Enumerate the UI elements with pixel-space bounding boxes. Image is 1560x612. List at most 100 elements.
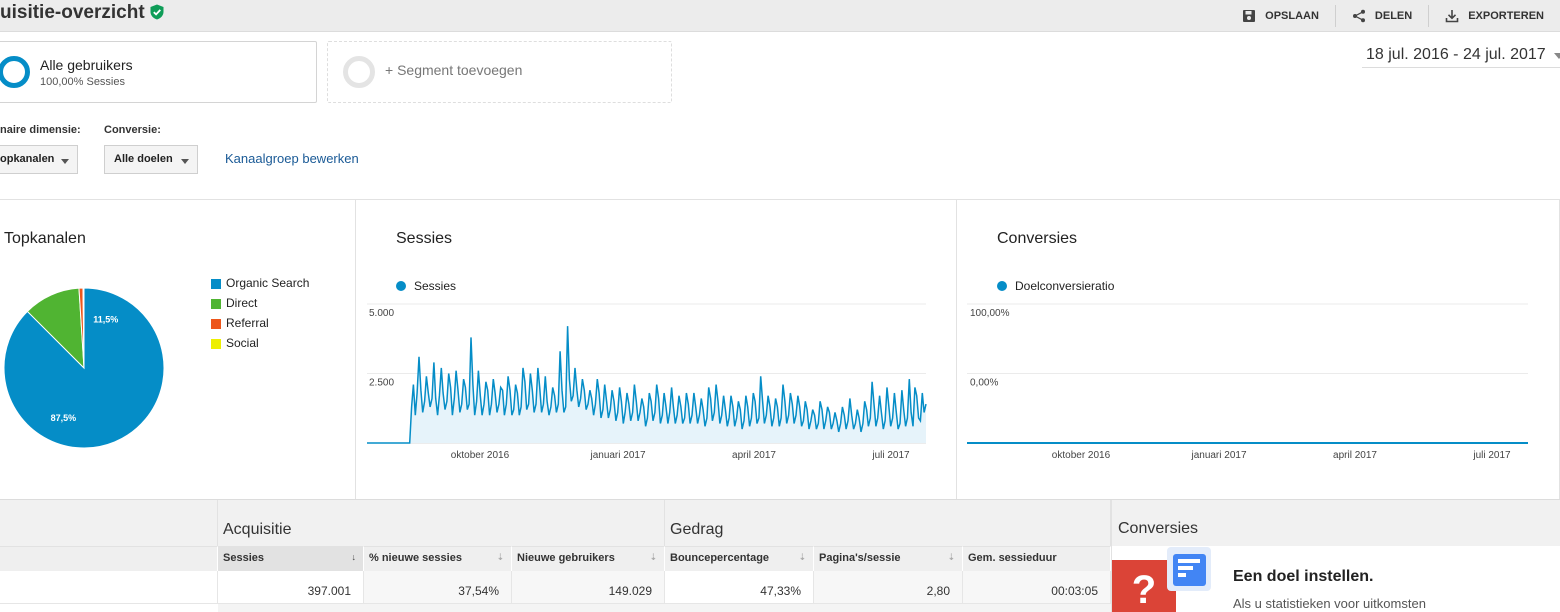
total-bounce-rate: 47,33%	[665, 571, 814, 604]
sort-icon: ⇣	[798, 552, 806, 562]
column-label: Sessies	[223, 552, 264, 564]
data-table: Acquisitie Gedrag Sessies ↓ % nieuwe sess…	[0, 499, 1560, 612]
sessions-legend: Sessies	[396, 279, 456, 293]
column-header-new-sessions[interactable]: % nieuwe sessies ⇣	[364, 546, 512, 571]
export-label: EXPORTEREN	[1468, 10, 1544, 22]
totals-label-cell	[0, 571, 218, 604]
conversion-select[interactable]: Alle doelen	[104, 145, 198, 174]
date-range-picker[interactable]: 18 jul. 2016 - 24 jul. 2017	[1362, 42, 1560, 68]
add-segment-button[interactable]: + Segment toevoegen	[327, 41, 672, 103]
legend-label: Organic Search	[226, 276, 310, 290]
share-button[interactable]: DELEN	[1334, 5, 1428, 27]
legend-label: Social	[226, 336, 259, 350]
column-label: Pagina's/sessie	[819, 552, 901, 564]
download-icon	[1445, 10, 1459, 23]
column-label: Bouncepercentage	[670, 552, 770, 564]
series-line[interactable]	[367, 326, 927, 444]
total-avg-session-duration: 00:03:05	[963, 571, 1111, 604]
column-header-bounce-rate[interactable]: Bouncepercentage ⇣	[665, 546, 814, 571]
topchannels-panel: Topkanalen 87,5% 11,5% Organic Search Dir…	[0, 200, 356, 500]
sessions-panel: Sessies Sessies 5.000 2.500 oktober 2016 ja…	[356, 200, 957, 500]
primary-dimension-select[interactable]: opkanalen	[0, 145, 78, 174]
date-range-text: 18 jul. 2016 - 24 jul. 2017	[1366, 46, 1546, 63]
sort-icon: ⇣	[649, 552, 657, 562]
verified-shield-icon	[150, 4, 164, 20]
group-conversions: Conversies	[1112, 500, 1560, 546]
save-button[interactable]: OPSLAAN	[1226, 5, 1335, 27]
conversion-label: Conversie:	[104, 124, 161, 136]
column-header-pages-per-session[interactable]: Pagina's/sessie ⇣	[814, 546, 963, 571]
total-sessions: 397.001	[218, 571, 364, 604]
report-title-text: uisitie-overzicht	[0, 2, 145, 23]
conversions-legend-label: Doelconversieratio	[1015, 279, 1115, 293]
segment-placeholder-ring-icon	[343, 56, 375, 88]
conversions-panel: Conversies Doelconversieratio 100,00% 0,0…	[957, 200, 1560, 500]
sessions-legend-label: Sessies	[414, 279, 457, 293]
x-tick-label: oktober 2016	[1052, 450, 1111, 461]
column-header-new-users[interactable]: Nieuwe gebruikers ⇣	[512, 546, 665, 571]
chevron-down-icon	[1554, 53, 1560, 59]
total-pages-per-session: 2,80	[814, 571, 963, 604]
x-tick-label: april 2017	[1333, 450, 1377, 461]
x-tick-label: juli 2017	[871, 450, 910, 461]
x-tick-label: januari 2017	[1190, 450, 1246, 461]
group-acquisition: Acquisitie	[218, 500, 665, 546]
pie-value-label: 11,5%	[93, 315, 118, 325]
total-new-sessions: 37,54%	[364, 571, 512, 604]
group-behavior: Gedrag	[665, 500, 1111, 546]
conversions-chart: 100,00% 0,00% oktober 2016 januari 2017 apri…	[967, 303, 1528, 461]
conversions-table-panel: Conversies ? Een doel instellen. Als u s…	[1111, 500, 1560, 612]
share-label: DELEN	[1374, 10, 1413, 22]
pie-slice-social[interactable]	[82, 287, 85, 369]
pie-chart: 87,5% 11,5%	[3, 287, 165, 449]
y-tick-label: 100,00%	[970, 308, 1010, 319]
sort-icon: ⇣	[496, 552, 504, 562]
table-footer-strip	[218, 604, 1111, 612]
column-header-avg-session-duration[interactable]: Gem. sessieduur	[963, 546, 1111, 571]
x-tick-label: april 2017	[732, 450, 776, 461]
report-title: uisitie-overzicht	[0, 2, 165, 24]
sessions-chart: 5.000 2.500 oktober 2016 januari 2017 april …	[367, 303, 927, 461]
export-button[interactable]: EXPORTEREN	[1428, 5, 1560, 27]
pie-value-label: 87,5%	[51, 413, 77, 423]
x-tick-label: januari 2017	[589, 450, 645, 461]
goal-setup-description: Als u statistieken voor uitkomsten	[1233, 596, 1426, 611]
legend-label: Direct	[226, 296, 258, 310]
edit-channel-group-link[interactable]: Kanaalgroep bewerken	[225, 151, 359, 166]
y-tick-label: 0,00%	[970, 378, 998, 389]
chevron-down-icon	[61, 159, 69, 164]
pie-legend: Organic Search Direct Referral Social	[211, 276, 309, 356]
area-fill	[367, 326, 926, 443]
column-header-dimension	[0, 546, 218, 571]
chart-panels: Topkanalen 87,5% 11,5% Organic Search Dir…	[0, 199, 1560, 500]
primary-dimension-label: naire dimensie:	[0, 124, 81, 136]
column-label: % nieuwe sessies	[369, 552, 462, 564]
add-segment-label: + Segment toevoegen	[385, 62, 523, 78]
column-label: Gem. sessieduur	[968, 552, 1057, 564]
goal-illustration-icon: ?	[1112, 547, 1211, 612]
pie-title: Topkanalen	[4, 230, 86, 247]
segment-all-users[interactable]: Alle gebruikers 100,00% Sessies	[0, 41, 317, 103]
conversions-legend: Doelconversieratio	[997, 279, 1114, 293]
segment-name: Alle gebruikers	[40, 57, 133, 73]
legend-item-referral[interactable]: Referral	[211, 316, 309, 336]
column-header-sessions[interactable]: Sessies ↓	[218, 546, 364, 571]
legend-item-direct[interactable]: Direct	[211, 296, 309, 316]
table-corner	[0, 500, 218, 546]
legend-item-organic[interactable]: Organic Search	[211, 276, 309, 296]
segment-share: 100,00% Sessies	[40, 76, 125, 88]
save-icon	[1243, 10, 1256, 22]
goal-setup-title[interactable]: Een doel instellen.	[1233, 568, 1374, 585]
share-icon	[1352, 9, 1365, 23]
primary-dimension-value: opkanalen	[0, 153, 55, 165]
sessions-title: Sessies	[396, 230, 453, 247]
x-tick-label: juli 2017	[1472, 450, 1511, 461]
legend-label: Referral	[226, 316, 269, 330]
legend-dot	[997, 281, 1007, 291]
y-tick-label: 5.000	[369, 308, 394, 319]
sort-descending-icon: ↓	[351, 552, 357, 562]
svg-text:?: ?	[1132, 568, 1156, 612]
chevron-down-icon	[181, 159, 189, 164]
conversions-title: Conversies	[997, 230, 1078, 247]
legend-item-social[interactable]: Social	[211, 336, 309, 356]
